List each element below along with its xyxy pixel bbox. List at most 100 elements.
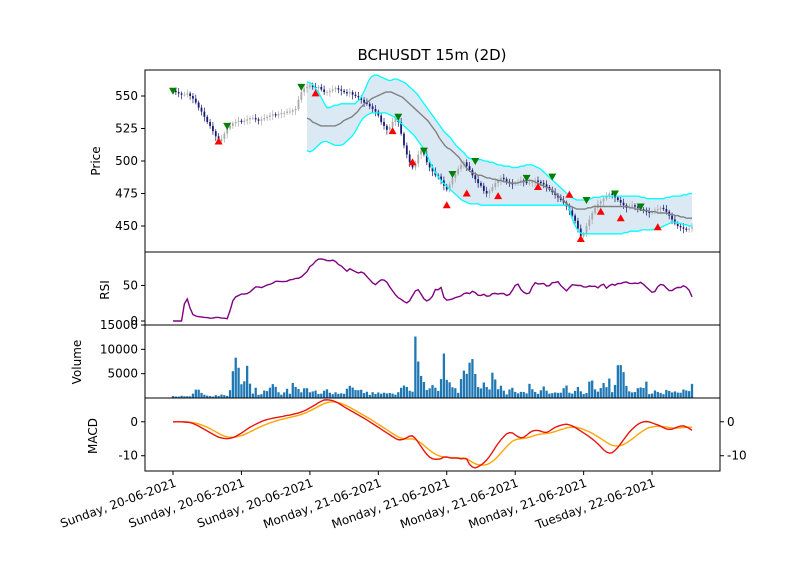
volume-bar (445, 379, 448, 398)
price-candle-body (180, 93, 183, 95)
price-candle-body (636, 206, 639, 208)
volume-bar (608, 378, 611, 398)
volume-bar (243, 381, 246, 398)
price-candle-body (209, 122, 211, 126)
volume-bar (251, 393, 254, 398)
volume-bar (462, 370, 466, 398)
price-candle-body (308, 85, 311, 87)
price-candle-body (234, 122, 237, 124)
volume-bar (579, 391, 582, 398)
buy-signal-marker (576, 235, 585, 242)
volume-bar (542, 386, 545, 398)
price-candle-body (602, 198, 605, 202)
volume-ylabel: Volume (70, 340, 84, 385)
volume-bar (317, 393, 320, 398)
volume-bar (294, 386, 297, 398)
volume-bar (516, 393, 520, 398)
volume-bar (576, 386, 580, 398)
price-candle-body (482, 185, 485, 191)
volume-bar (428, 388, 431, 398)
bollinger-band-fill (307, 75, 692, 234)
price-candle-body (528, 183, 531, 184)
price-candle-body (351, 92, 354, 95)
volume-bar (494, 379, 497, 398)
price-ytick-label: 475 (115, 187, 138, 201)
price-candle-body (679, 226, 682, 228)
volume-bar (559, 392, 562, 398)
volume-bar (442, 353, 446, 398)
volume-bar (322, 390, 326, 398)
price-candle-body (257, 119, 260, 121)
price-ylabel: Price (89, 146, 103, 175)
volume-bar (573, 390, 577, 398)
volume-bar (650, 393, 654, 398)
sell-signal-marker (448, 171, 457, 178)
volume-bar (511, 387, 514, 398)
volume-bar (619, 365, 622, 398)
volume-bar (297, 388, 300, 398)
volume-bar (220, 394, 223, 398)
volume-bar (314, 390, 317, 398)
volume-bar (508, 389, 511, 398)
price-candle-body (611, 193, 614, 195)
price-candle-body (659, 207, 662, 210)
price-candle-body (671, 215, 673, 220)
volume-bar (291, 382, 294, 398)
price-candle-body (214, 131, 217, 137)
volume-bar (411, 391, 414, 398)
macd-panel: 0 -10 0 -10 MACD (86, 397, 747, 472)
price-candle-body (303, 88, 306, 93)
price-candle-body (574, 215, 576, 221)
price-candle-body (656, 209, 659, 211)
price-candle-body (274, 114, 277, 116)
price-candle-body (571, 210, 574, 216)
price-candle-body (388, 127, 391, 130)
volume-bar (345, 388, 349, 398)
volume-bar (368, 394, 371, 398)
price-candle-body (485, 190, 488, 194)
x-tick-label: Sunday, 20-06-2021 (127, 476, 247, 531)
volume-bar (599, 388, 602, 398)
volume-bar (271, 384, 274, 398)
volume-bar (357, 390, 360, 398)
sell-signal-marker (169, 87, 177, 95)
price-candle-body (428, 162, 431, 168)
price-candle-body (403, 133, 405, 146)
price-candle-body (240, 120, 243, 122)
price-candle-body (194, 98, 197, 103)
volume-bar (602, 383, 605, 398)
price-candle-body (229, 125, 231, 129)
price-candle-body (323, 89, 326, 93)
volume-bar (277, 392, 280, 398)
price-candle-body (608, 193, 611, 197)
price-candle-body (585, 226, 588, 234)
price-candle-body (545, 184, 548, 187)
volume-bar (591, 380, 594, 398)
volume-bar (303, 388, 306, 398)
price-candle-body (500, 177, 502, 181)
volume-bar (419, 375, 423, 398)
price-ytick-label: 550 (115, 89, 138, 103)
price-candle-body (539, 181, 542, 184)
volume-bar (231, 371, 235, 398)
price-candle-body (254, 118, 257, 120)
volume-bar (531, 389, 534, 398)
volume-bar (285, 388, 289, 398)
x-tick-label: Sunday, 20-06-2021 (195, 476, 315, 531)
price-candle-body (591, 213, 594, 220)
price-candle-body (383, 122, 385, 126)
x-tick-label: Monday, 21-06-2021 (467, 476, 589, 532)
price-candle-body (391, 122, 394, 128)
volume-bar (422, 382, 426, 398)
price-candle-body (189, 93, 192, 96)
price-candle-body (525, 181, 528, 184)
buy-signal-marker (214, 137, 223, 145)
price-candle-body (177, 92, 180, 94)
price-candle-body (497, 180, 499, 184)
price-candle-body (368, 103, 371, 107)
price-candle-body (380, 115, 383, 122)
volume-bar (448, 382, 451, 398)
price-candle-body (311, 85, 314, 87)
buy-signal-marker (653, 223, 662, 231)
